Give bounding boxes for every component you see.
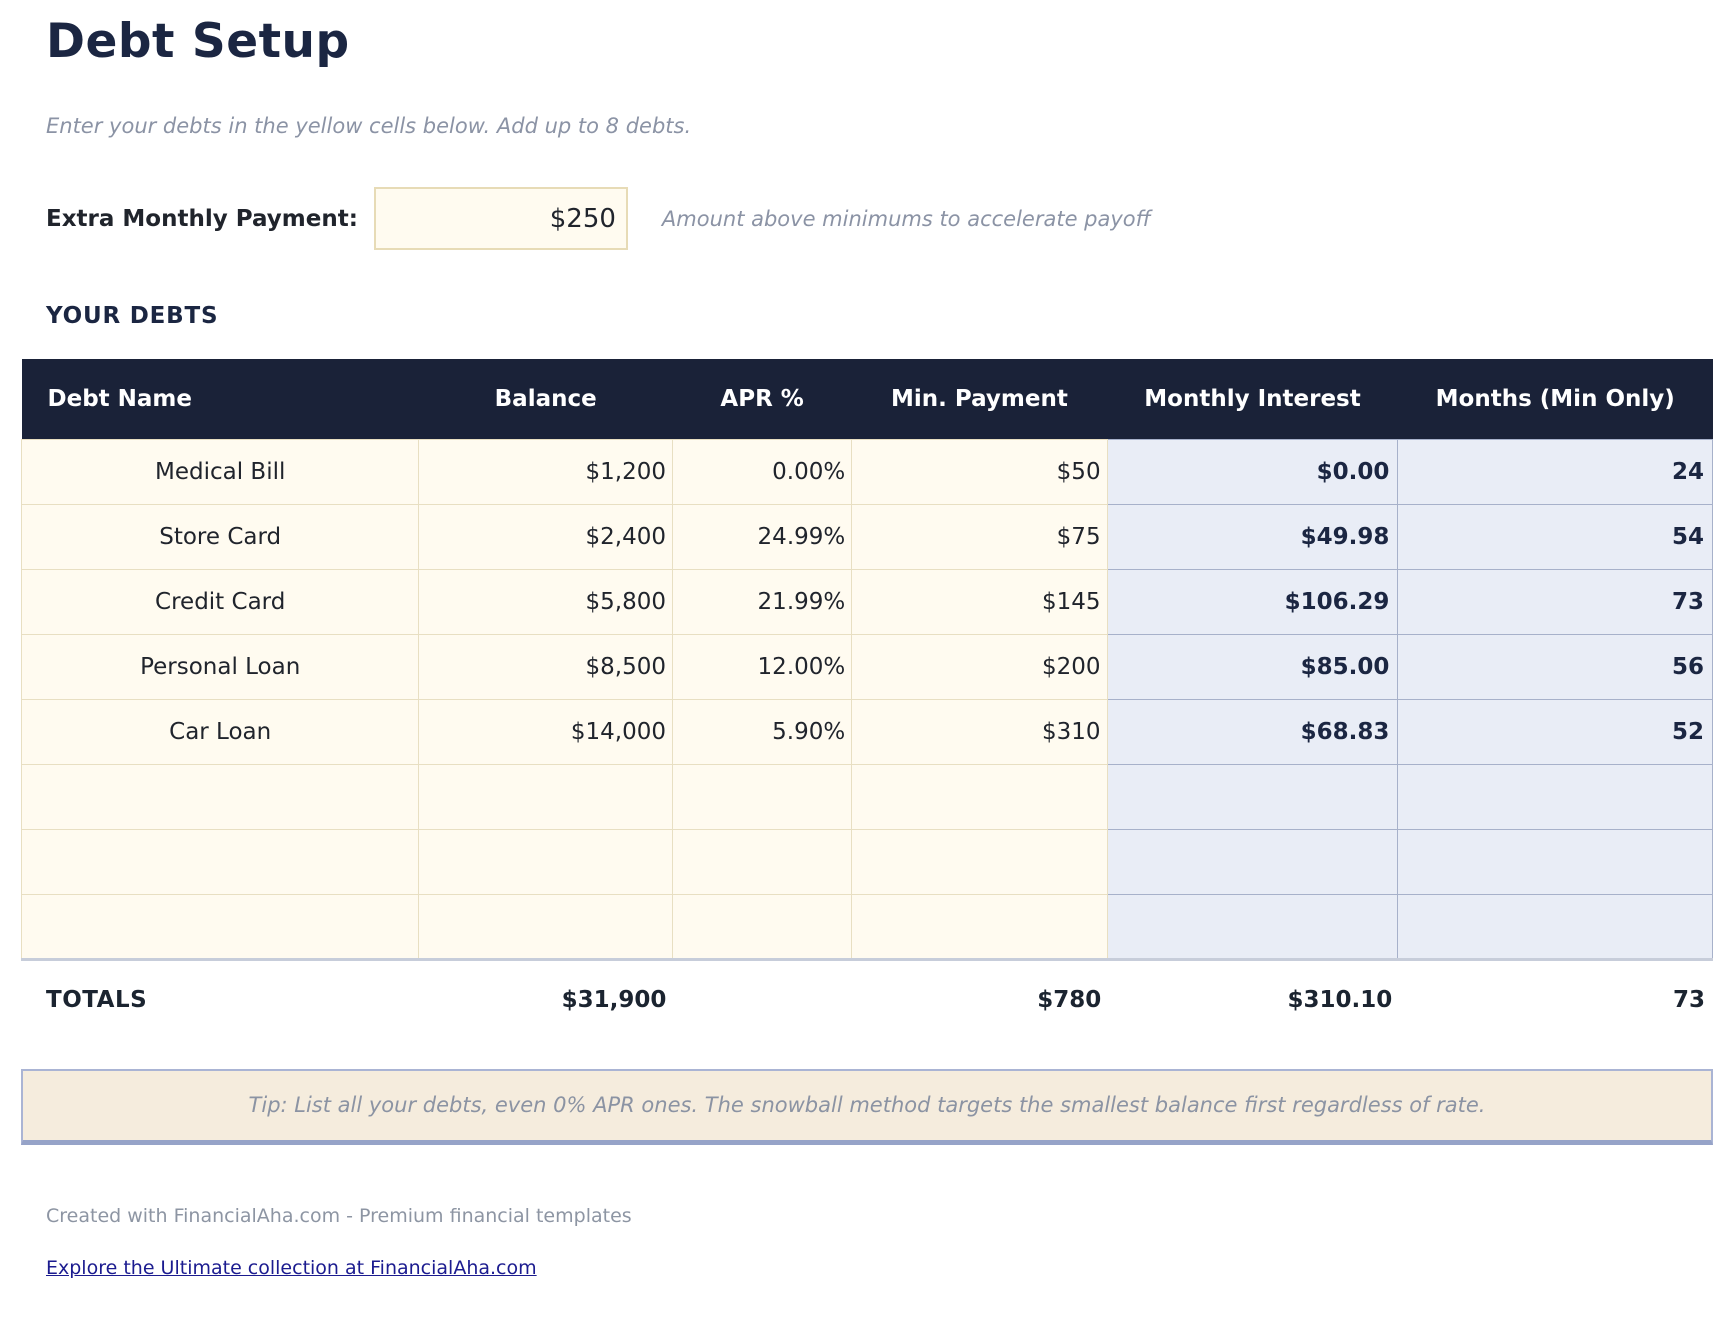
months-cell: 73 <box>1397 568 1713 635</box>
balance-cell[interactable] <box>418 893 674 960</box>
min-payment-cell[interactable] <box>851 763 1108 830</box>
debt-row-empty <box>20 828 1713 895</box>
page-title: Debt Setup <box>46 14 350 69</box>
totals-label: TOTALS <box>46 986 148 1013</box>
months-cell: 56 <box>1397 633 1713 700</box>
months-cell <box>1397 828 1713 895</box>
balance-cell[interactable]: $5,800 <box>418 568 674 635</box>
debt-name-cell[interactable]: Personal Loan <box>20 633 420 700</box>
debt-row: Personal Loan $8,500 12.00% $200 $85.00 … <box>20 633 1713 700</box>
balance-cell[interactable]: $14,000 <box>418 698 674 765</box>
min-payment-cell[interactable] <box>851 828 1108 895</box>
totals-monthly-interest: $310.10 <box>1287 986 1393 1013</box>
column-header-debt-name: Debt Name <box>21 359 419 439</box>
min-payment-cell[interactable]: $200 <box>851 633 1108 700</box>
monthly-interest-cell: $106.29 <box>1106 568 1399 635</box>
apr-cell[interactable]: 0.00% <box>672 438 853 505</box>
your-debts-heading: YOUR DEBTS <box>46 303 219 329</box>
extra-payment-input[interactable] <box>373 187 628 250</box>
column-header-min-payment: Min. Payment <box>851 359 1108 439</box>
apr-cell[interactable] <box>672 763 853 830</box>
debt-row: Medical Bill $1,200 0.00% $50 $0.00 24 <box>20 438 1713 505</box>
months-cell <box>1397 893 1713 960</box>
debts-table: Debt Name Balance APR % Min. Payment Mon… <box>20 359 1713 961</box>
page-subtitle: Enter your debts in the yellow cells bel… <box>46 114 692 138</box>
min-payment-cell[interactable]: $50 <box>851 438 1108 505</box>
apr-cell[interactable] <box>672 828 853 895</box>
apr-cell[interactable]: 12.00% <box>672 633 853 700</box>
min-payment-cell[interactable]: $310 <box>851 698 1108 765</box>
min-payment-cell[interactable] <box>851 893 1108 960</box>
column-header-apr: APR % <box>672 359 852 439</box>
balance-cell[interactable]: $1,200 <box>418 438 674 505</box>
apr-cell[interactable]: 24.99% <box>672 503 853 570</box>
totals-apr-spacer <box>672 971 851 1029</box>
debt-row: Store Card $2,400 24.99% $75 $49.98 54 <box>20 503 1713 570</box>
apr-cell[interactable]: 21.99% <box>672 568 853 635</box>
debt-name-cell[interactable] <box>20 893 420 960</box>
footer-credit: Created with FinancialAha.com - Premium … <box>46 1204 632 1227</box>
column-header-balance: Balance <box>418 359 673 439</box>
min-payment-cell[interactable]: $145 <box>851 568 1108 635</box>
months-cell <box>1397 763 1713 830</box>
debt-name-cell[interactable] <box>20 763 420 830</box>
monthly-interest-cell <box>1106 893 1399 960</box>
column-header-monthly-interest: Monthly Interest <box>1107 359 1398 439</box>
extra-payment-row: Extra Monthly Payment: Amount above mini… <box>46 186 1713 251</box>
debt-name-cell[interactable]: Car Loan <box>20 698 420 765</box>
debt-row: Car Loan $14,000 5.90% $310 $68.83 52 <box>20 698 1713 765</box>
debt-row-empty <box>20 893 1713 960</box>
balance-cell[interactable]: $2,400 <box>418 503 674 570</box>
totals-months: 73 <box>1672 986 1705 1013</box>
balance-cell[interactable] <box>418 828 674 895</box>
extra-payment-label: Extra Monthly Payment: <box>46 205 358 232</box>
debt-name-cell[interactable]: Store Card <box>20 503 420 570</box>
footer: Created with FinancialAha.com - Premium … <box>46 1205 1713 1279</box>
balance-cell[interactable]: $8,500 <box>418 633 674 700</box>
tip-text: Tip: List all your debts, even 0% APR on… <box>248 1093 1486 1117</box>
debt-name-cell[interactable]: Credit Card <box>20 568 420 635</box>
column-header-months-min-only: Months (Min Only) <box>1397 359 1713 439</box>
monthly-interest-cell <box>1106 763 1399 830</box>
months-cell: 52 <box>1397 698 1713 765</box>
balance-cell[interactable] <box>418 763 674 830</box>
debt-name-cell[interactable]: Medical Bill <box>20 438 420 505</box>
monthly-interest-cell: $0.00 <box>1106 438 1399 505</box>
debts-table-header: Debt Name Balance APR % Min. Payment Mon… <box>21 359 1713 439</box>
monthly-interest-cell: $85.00 <box>1106 633 1399 700</box>
months-cell: 54 <box>1397 503 1713 570</box>
apr-cell[interactable] <box>672 893 853 960</box>
totals-row: TOTALS $31,900 $780 $310.10 73 <box>21 971 1713 1029</box>
months-cell: 24 <box>1397 438 1713 505</box>
extra-payment-note: Amount above minimums to accelerate payo… <box>661 206 1151 231</box>
tip-box: Tip: List all your debts, even 0% APR on… <box>21 1068 1713 1145</box>
totals-min-payment: $780 <box>1037 986 1102 1013</box>
debt-row-empty <box>20 763 1713 830</box>
monthly-interest-cell: $49.98 <box>1106 503 1399 570</box>
totals-balance: $31,900 <box>561 986 667 1013</box>
min-payment-cell[interactable]: $75 <box>851 503 1108 570</box>
monthly-interest-cell <box>1106 828 1399 895</box>
footer-link[interactable]: Explore the Ultimate collection at Finan… <box>46 1256 537 1279</box>
debt-row: Credit Card $5,800 21.99% $145 $106.29 7… <box>20 568 1713 635</box>
apr-cell[interactable]: 5.90% <box>672 698 853 765</box>
monthly-interest-cell: $68.83 <box>1106 698 1399 765</box>
debt-name-cell[interactable] <box>20 828 420 895</box>
